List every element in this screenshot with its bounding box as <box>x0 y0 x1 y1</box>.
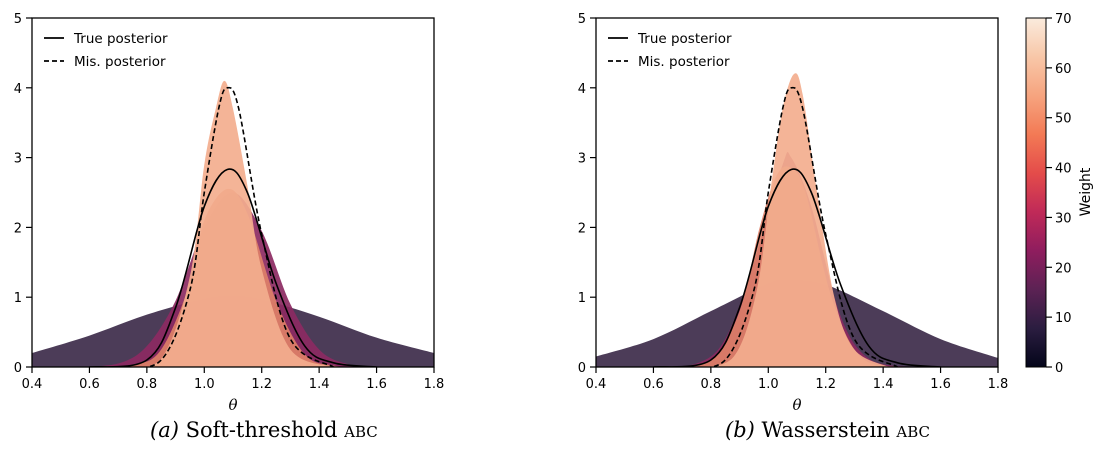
weighted-densities-b <box>596 73 998 367</box>
x-tick-label: 0.8 <box>137 377 158 392</box>
y-tick-label: 4 <box>578 82 586 97</box>
caption-b-text: Wasserstein <box>761 418 890 442</box>
x-ticks-a: 0.4 0.6 0.8 1.0 1.2 1.4 1.6 1.8 <box>22 367 445 392</box>
x-tick-label: 0.4 <box>586 377 607 392</box>
density-fill-b-3 <box>696 73 889 367</box>
colorbar-tick-label: 30 <box>1055 211 1072 226</box>
x-axis-label-a: θ <box>228 396 237 414</box>
plot-frame-b <box>595 17 999 368</box>
legend-a: True posterior Mis. posterior <box>44 31 168 70</box>
caption-a-letter: (a) <box>150 418 179 442</box>
x-tick-label: 1.2 <box>815 377 836 392</box>
mis-posterior-curve-b <box>682 86 898 367</box>
true-posterior-curve-a <box>89 168 377 367</box>
legend-b: True posterior Mis. posterior <box>608 31 732 70</box>
y-tick-label: 2 <box>578 221 586 236</box>
legend-label-mis-posterior: Mis. posterior <box>74 54 166 70</box>
x-tick-label: 0.8 <box>701 377 722 392</box>
y-tick-label: 4 <box>14 82 22 97</box>
caption-b-abc: abc <box>896 418 931 442</box>
caption-b-letter: (b) <box>725 418 755 442</box>
colorbar-tick-label: 0 <box>1055 361 1063 376</box>
colorbar-tick-label: 50 <box>1055 112 1072 127</box>
x-ticks-b: 0.4 0.6 0.8 1.0 1.2 1.4 1.6 1.8 <box>586 367 1009 392</box>
colorbar-tick-label: 70 <box>1055 12 1072 27</box>
y-tick-label: 3 <box>578 152 586 167</box>
colorbar-tick-label: 40 <box>1055 162 1072 177</box>
y-tick-label: 0 <box>14 361 22 376</box>
x-tick-label: 1.8 <box>424 377 445 392</box>
x-tick-label: 1.4 <box>309 377 330 392</box>
y-tick-label: 0 <box>578 361 586 376</box>
x-tick-label: 1.8 <box>988 377 1009 392</box>
y-tick-label: 5 <box>578 12 586 27</box>
colorbar: 0 10 20 30 40 50 60 70 Weight <box>1025 12 1093 376</box>
x-tick-label: 1.2 <box>251 377 272 392</box>
x-tick-label: 0.4 <box>22 377 43 392</box>
y-tick-label: 1 <box>14 291 22 306</box>
legend-label-true-posterior: True posterior <box>73 31 168 47</box>
y-tick-label: 1 <box>578 291 586 306</box>
y-tick-label: 3 <box>14 152 22 167</box>
y-tick-label: 2 <box>14 221 22 236</box>
colorbar-label: Weight <box>1078 167 1093 216</box>
true-posterior-curve-b <box>653 168 941 367</box>
posterior-curves-a <box>89 86 377 367</box>
x-tick-label: 0.6 <box>79 377 100 392</box>
y-ticks-a: 0 1 2 3 4 5 <box>14 12 32 376</box>
legend-label-mis-posterior: Mis. posterior <box>638 54 730 70</box>
x-tick-label: 0.6 <box>643 377 664 392</box>
density-fill-a-3 <box>118 80 334 367</box>
colorbar-tick-label: 20 <box>1055 261 1072 276</box>
colorbar-gradient <box>1025 17 1047 368</box>
panel-a: 0.4 0.6 0.8 1.0 1.2 1.4 1.6 1.8 0 1 2 3 4 5 θ True p… <box>14 12 445 414</box>
weighted-densities-a <box>32 80 434 367</box>
caption-a: (a) Soft-threshold abc <box>150 418 378 442</box>
x-tick-label: 1.6 <box>930 377 951 392</box>
colorbar-tick-label: 60 <box>1055 62 1072 77</box>
x-tick-label: 1.0 <box>194 377 215 392</box>
colorbar-ticks: 0 10 20 30 40 50 60 70 <box>1046 12 1072 376</box>
posterior-curves-b <box>653 86 941 367</box>
y-ticks-b: 0 1 2 3 4 5 <box>578 12 596 376</box>
caption-a-text: Soft-threshold <box>185 418 338 442</box>
caption-b: (b) Wasserstein abc <box>725 418 930 442</box>
mis-posterior-curve-a <box>118 86 334 367</box>
panel-b: 0.4 0.6 0.8 1.0 1.2 1.4 1.6 1.8 0 1 2 3 4 5 θ True p… <box>578 12 1009 414</box>
colorbar-tick-label: 10 <box>1055 311 1072 326</box>
x-tick-label: 1.6 <box>366 377 387 392</box>
x-axis-label-b: θ <box>792 396 801 414</box>
legend-label-true-posterior: True posterior <box>637 31 732 47</box>
plot-frame-a <box>31 17 435 368</box>
x-tick-label: 1.0 <box>758 377 779 392</box>
y-tick-label: 5 <box>14 12 22 27</box>
caption-a-abc: abc <box>344 418 378 442</box>
x-tick-label: 1.4 <box>873 377 894 392</box>
